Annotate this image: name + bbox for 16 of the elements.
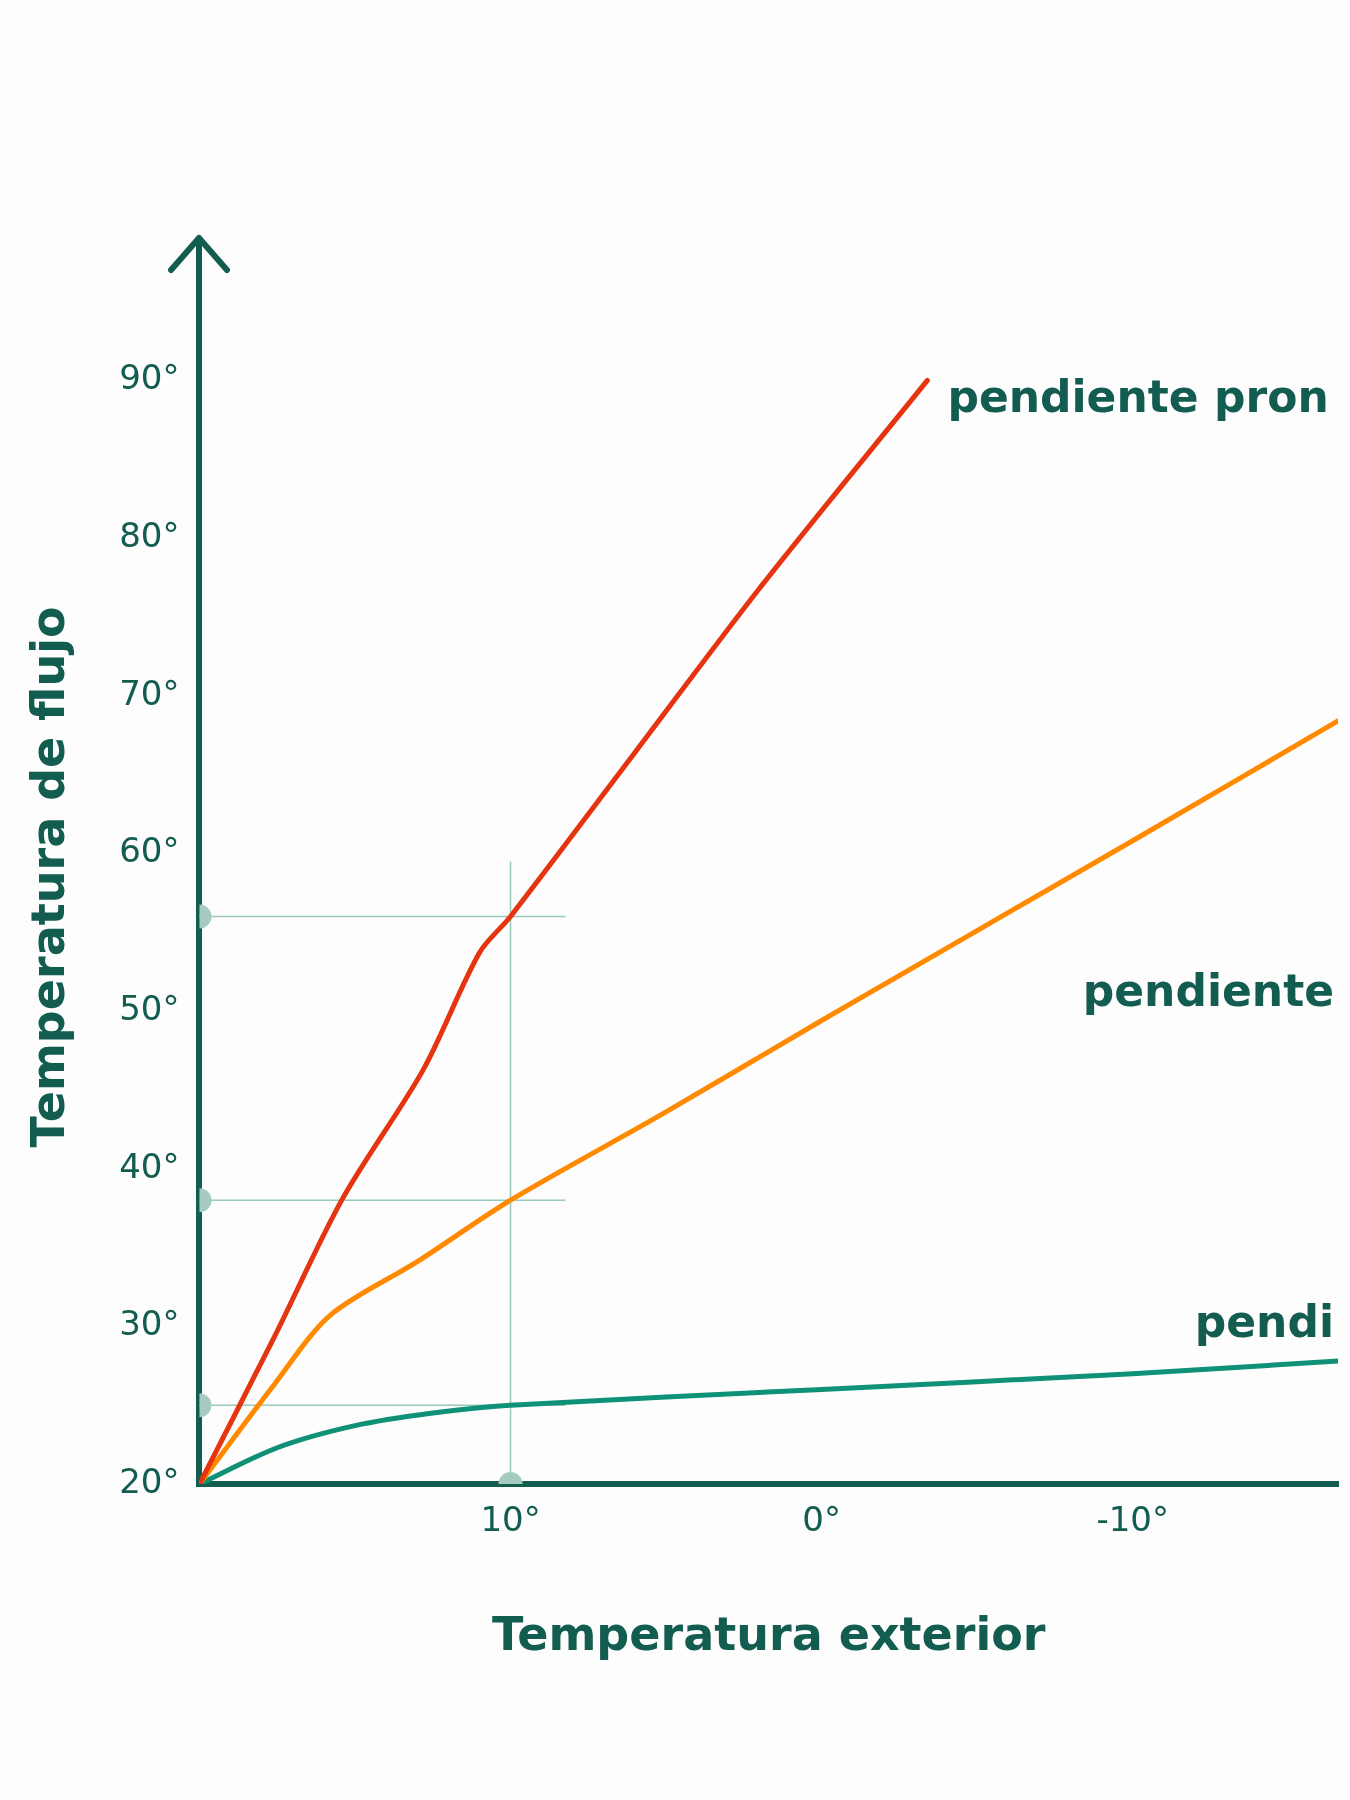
y-tick-label: 60°	[119, 830, 180, 871]
x-tick-label: -10°	[1096, 1499, 1169, 1540]
y-tick-label: 50°	[119, 987, 180, 1028]
series-label: pendiente	[1082, 964, 1334, 1016]
y-tick-label: 30°	[119, 1303, 180, 1344]
y-tick-label: 20°	[119, 1460, 180, 1501]
y-tick-label: 90°	[119, 357, 180, 398]
series-label: pendiente pron	[947, 370, 1329, 422]
y-axis-title: Temperatura de flujo	[20, 606, 75, 1148]
x-axis-title: Temperatura exterior	[491, 1607, 1046, 1662]
y-tick-label: 40°	[119, 1145, 180, 1186]
x-tick-label: 0°	[802, 1499, 841, 1540]
y-tick-label: 70°	[119, 672, 180, 713]
y-tick-label: 80°	[119, 514, 180, 555]
series-label: pendi	[1194, 1295, 1334, 1347]
x-tick-label: 10°	[480, 1499, 541, 1540]
